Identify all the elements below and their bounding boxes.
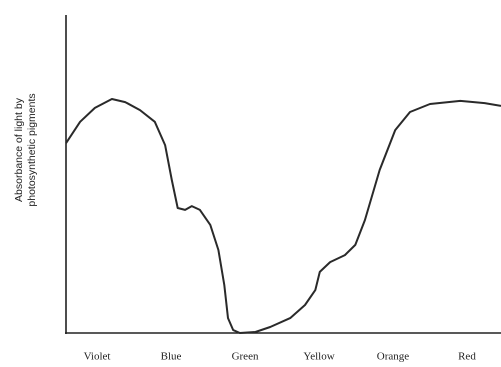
x-tick-label: Blue (161, 351, 182, 363)
y-axis-label: Absorbance of light by photosynthetic pi… (13, 93, 38, 206)
x-tick-label: Yellow (303, 351, 334, 363)
y-label-line: Absorbance of light by (13, 97, 25, 202)
x-tick-label: Violet (84, 351, 111, 363)
absorbance-curve (65, 98, 501, 334)
x-tick-label: Red (458, 351, 476, 363)
x-tick-label: Orange (377, 351, 409, 363)
x-tick-label: Green (232, 351, 259, 363)
y-label-line: photosynthetic pigments (26, 93, 38, 206)
